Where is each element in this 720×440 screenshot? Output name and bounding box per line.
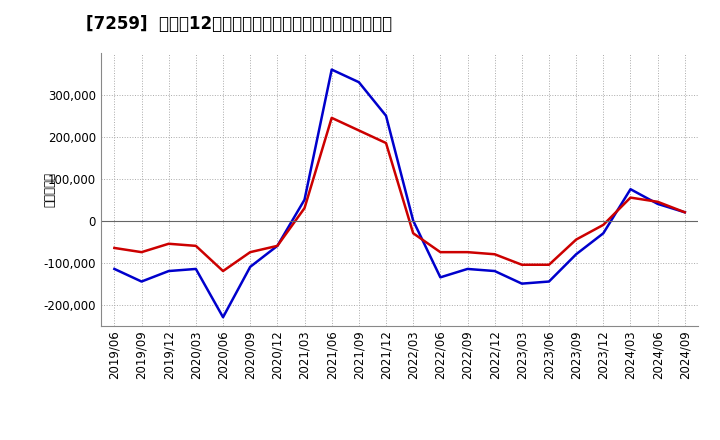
- 経常利益: [518, 281, 526, 286]
- 経常利益: [599, 231, 608, 236]
- 経常利益: [273, 243, 282, 249]
- 経常利益: [626, 187, 635, 192]
- 経常利益: [382, 113, 390, 118]
- 経常利益: [409, 218, 418, 224]
- 当期純利益: [626, 195, 635, 200]
- 当期純利益: [138, 249, 146, 255]
- 経常利益: [300, 197, 309, 202]
- 経常利益: [138, 279, 146, 284]
- 経常利益: [490, 268, 499, 274]
- 当期純利益: [409, 231, 418, 236]
- 当期純利益: [518, 262, 526, 268]
- 当期純利益: [463, 249, 472, 255]
- 経常利益: [110, 266, 119, 271]
- 当期純利益: [246, 249, 255, 255]
- 経常利益: [164, 268, 173, 274]
- 経常利益: [192, 266, 200, 271]
- 当期純利益: [382, 140, 390, 146]
- 経常利益: [572, 252, 580, 257]
- 経常利益: [680, 209, 689, 215]
- 当期純利益: [653, 199, 662, 205]
- 経常利益: [653, 201, 662, 206]
- 当期純利益: [219, 268, 228, 274]
- 当期純利益: [599, 222, 608, 227]
- 当期純利益: [164, 241, 173, 246]
- 当期純利益: [545, 262, 554, 268]
- 当期純利益: [192, 243, 200, 249]
- 経常利益: [436, 275, 445, 280]
- 経常利益: [545, 279, 554, 284]
- 経常利益: [463, 266, 472, 271]
- 当期純利益: [300, 205, 309, 211]
- 当期純利益: [273, 243, 282, 249]
- Line: 当期純利益: 当期純利益: [114, 118, 685, 271]
- 当期純利益: [354, 128, 363, 133]
- Line: 経常利益: 経常利益: [114, 70, 685, 317]
- 経常利益: [219, 315, 228, 320]
- 当期純利益: [110, 246, 119, 251]
- 当期純利益: [328, 115, 336, 121]
- 当期純利益: [490, 252, 499, 257]
- Text: （百万円）: （百万円）: [43, 172, 56, 207]
- 当期純利益: [572, 237, 580, 242]
- Text: [7259]  利益の12か月移動合計の対前年同期増減額の推移: [7259] 利益の12か月移動合計の対前年同期増減額の推移: [86, 15, 392, 33]
- 経常利益: [328, 67, 336, 72]
- 当期純利益: [436, 249, 445, 255]
- 経常利益: [246, 264, 255, 269]
- 当期純利益: [680, 209, 689, 215]
- 経常利益: [354, 80, 363, 85]
